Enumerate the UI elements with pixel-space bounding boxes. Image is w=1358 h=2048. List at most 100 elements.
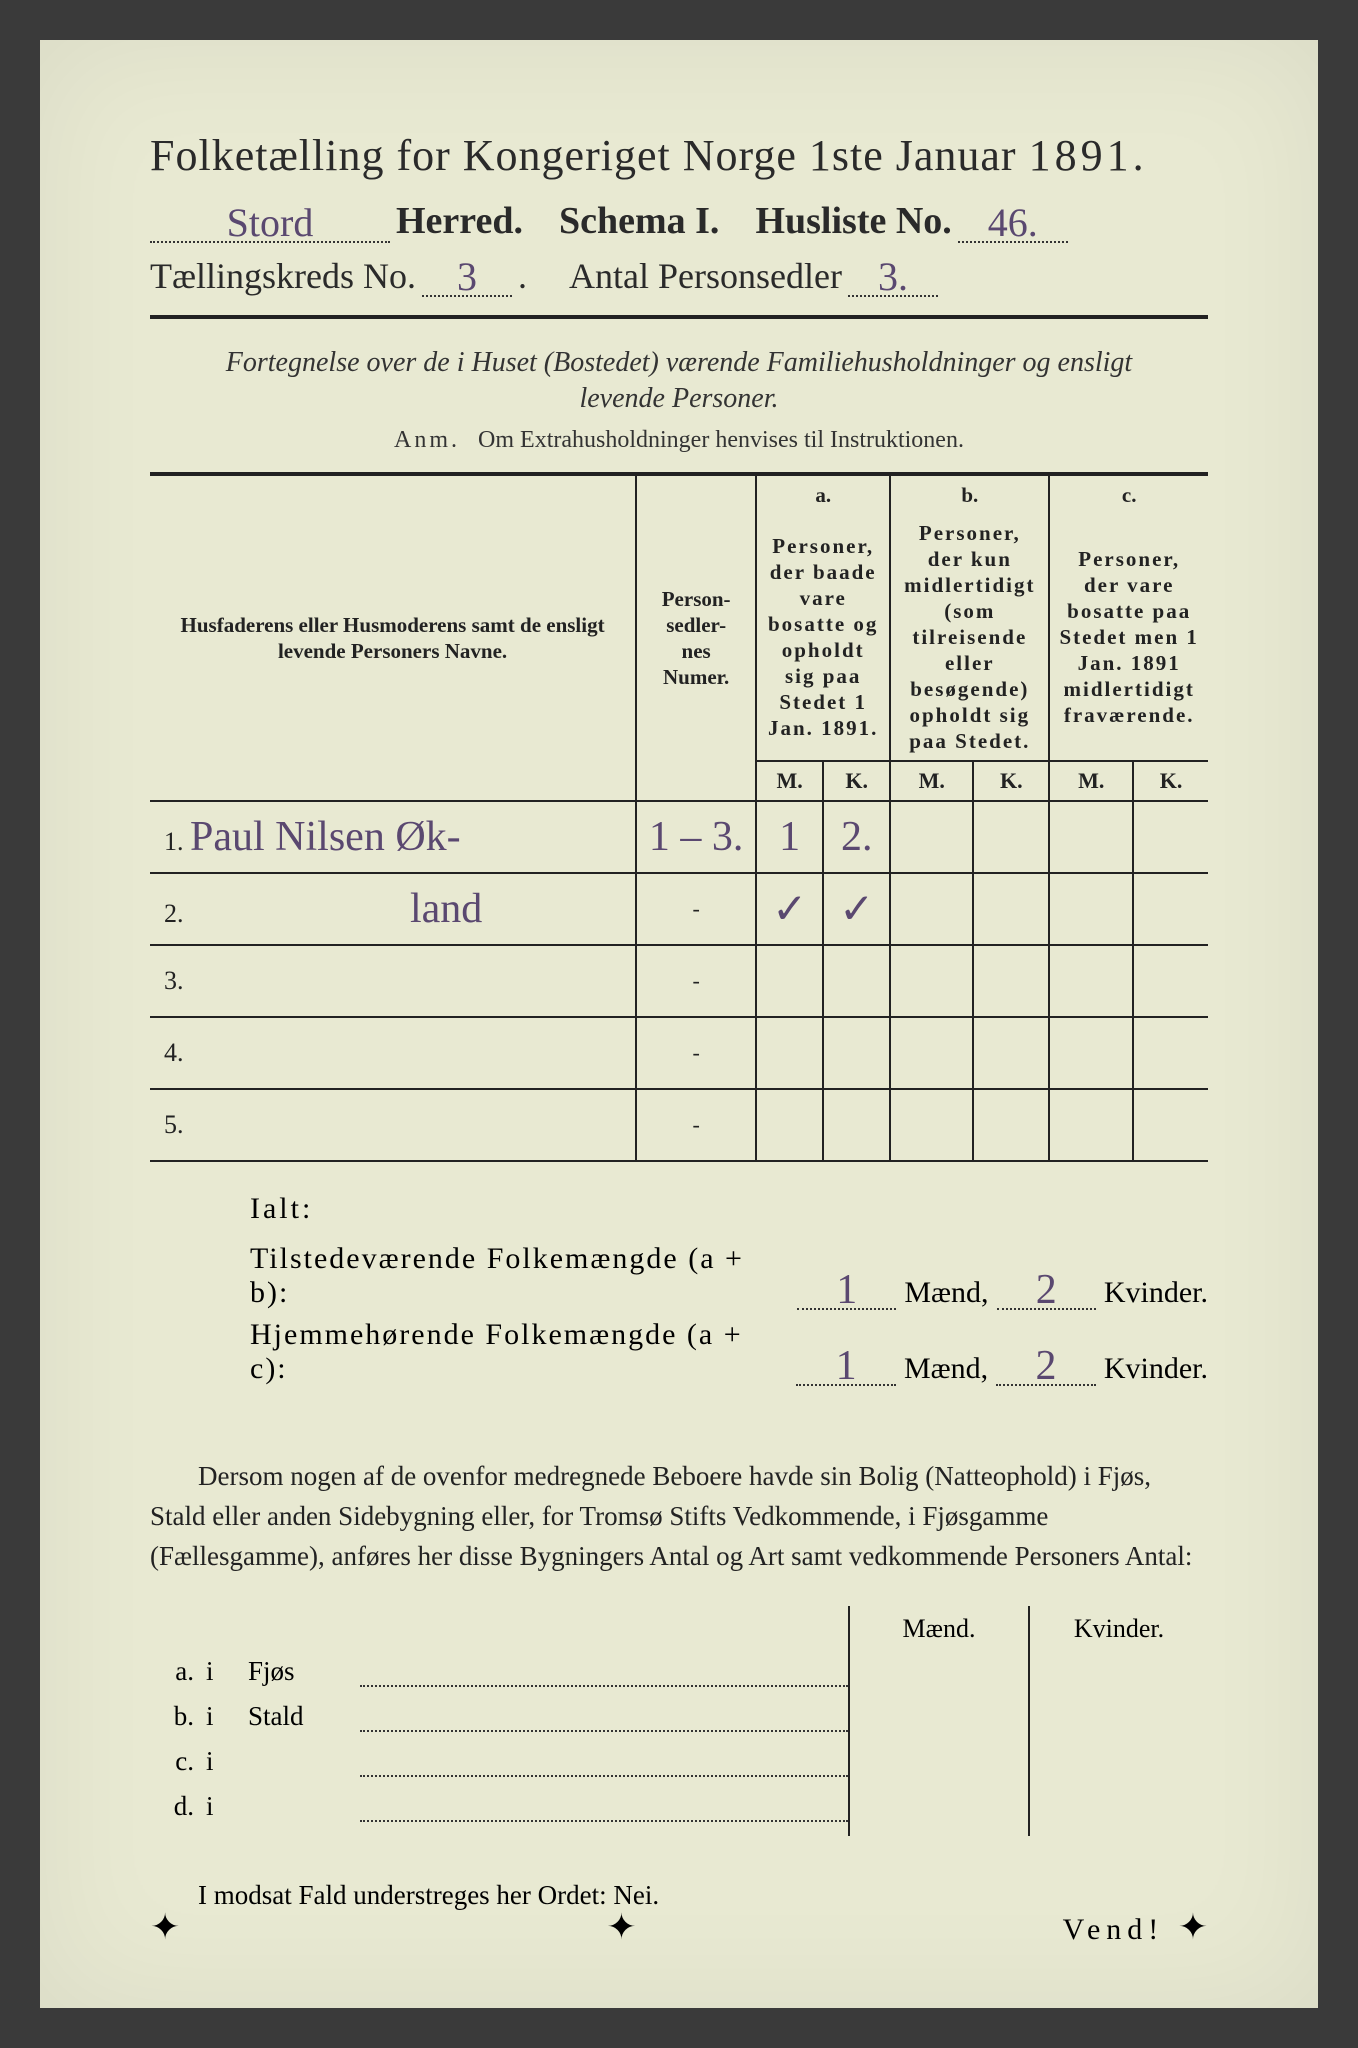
- lodging-row: b. i Stald: [150, 1701, 848, 1732]
- page-title: Folketælling for Kongeriget Norge 1ste J…: [150, 130, 1208, 181]
- intro-line-1: Fortegnelse over de i Huset (Bostedet) v…: [226, 347, 1132, 378]
- lodging-col-m: Mænd.: [848, 1606, 1028, 1836]
- row-bk: [973, 945, 1049, 1017]
- row-ak: [823, 1017, 890, 1089]
- tilstede-label: Tilstedeværende Folkemængde (a + b):: [250, 1242, 789, 1310]
- col-header-names: Husfaderens eller Husmoderens samt de en…: [150, 476, 636, 801]
- row-num: 1.: [164, 827, 184, 856]
- title-text: Folketælling for Kongeriget Norge 1ste J…: [150, 131, 1017, 180]
- lodging-i: i: [206, 1656, 236, 1687]
- dot-fill: [360, 1757, 848, 1777]
- lodging-section: a. i Fjøs b. i Stald c. i d. i: [150, 1606, 1208, 1836]
- table-row: 2. land - ✓ ✓: [150, 873, 1208, 945]
- table-row: 4. -: [150, 1017, 1208, 1089]
- antal-label: Antal Personsedler: [569, 255, 842, 297]
- tilstede-k: 2: [997, 1276, 1096, 1310]
- abc-b: b.: [961, 483, 978, 507]
- mk-b-m: M.: [890, 761, 973, 801]
- table-row: 5. -: [150, 1089, 1208, 1161]
- household-table: Husfaderens eller Husmoderens samt de en…: [150, 476, 1208, 1162]
- col-header-ps: Person- sedler- nes Numer.: [636, 476, 756, 801]
- dot-fill: [360, 1667, 848, 1687]
- lodging-col-k: Kvinder.: [1028, 1606, 1208, 1836]
- lodging-tag: b.: [150, 1701, 194, 1732]
- title-year: 1891.: [1029, 131, 1148, 180]
- row-name: Paul Nilsen Øk-: [190, 814, 461, 860]
- row-num: 5.: [164, 1110, 184, 1139]
- arrow-left-icon: ✦: [150, 1906, 180, 1948]
- row-bk: [973, 873, 1049, 945]
- row-cm: [1049, 1017, 1133, 1089]
- mk-c-k: K.: [1133, 761, 1208, 801]
- lodging-i: i: [206, 1791, 236, 1822]
- schema-label: Schema I.: [559, 199, 719, 243]
- lodging-cols: Mænd. Kvinder.: [848, 1606, 1208, 1836]
- row-bm: [890, 945, 973, 1017]
- lodging-i: i: [206, 1746, 236, 1777]
- census-form-page: Folketælling for Kongeriget Norge 1ste J…: [40, 40, 1318, 2008]
- row-am: [756, 1017, 823, 1089]
- col-header-c: Personer, der vare bosatte paa Stedet me…: [1049, 514, 1208, 761]
- table-row: 3. -: [150, 945, 1208, 1017]
- row-cm: [1049, 873, 1133, 945]
- row-bm: [890, 1017, 973, 1089]
- lodging-paragraph: Dersom nogen af de ovenfor medregnede Be…: [150, 1456, 1208, 1576]
- annotation-line: Anm. Om Extrahusholdninger henvises til …: [150, 427, 1208, 454]
- dot-fill: [360, 1712, 848, 1732]
- herred-label: Herred.: [396, 199, 523, 243]
- abc-a: a.: [815, 483, 831, 507]
- row-ak: [823, 1089, 890, 1161]
- lodging-i: i: [206, 1701, 236, 1732]
- kvinder-label: Kvinder.: [1104, 1276, 1208, 1310]
- row-ak: ✓: [839, 887, 874, 933]
- mk-b-k: K.: [973, 761, 1049, 801]
- lodging-tag: d.: [150, 1791, 194, 1822]
- hjemme-label: Hjemmehørende Folkemængde (a + c):: [250, 1318, 788, 1386]
- row-bk: [973, 1017, 1049, 1089]
- dot-fill: [360, 1802, 848, 1822]
- arrow-center-icon: ✦: [606, 1906, 636, 1948]
- row-ak: [823, 945, 890, 1017]
- antal-value: 3.: [848, 263, 938, 297]
- row-num: 3.: [164, 966, 184, 995]
- maend-label: Mænd,: [904, 1352, 988, 1386]
- header-line-3: Tællingskreds No. 3 . Antal Personsedler…: [150, 255, 1208, 297]
- row-bm: [890, 873, 973, 945]
- abc-c: c.: [1122, 483, 1137, 507]
- row-cm: [1049, 1089, 1133, 1161]
- maend-label: Mænd,: [904, 1276, 988, 1310]
- lodging-rows: a. i Fjøs b. i Stald c. i d. i: [150, 1606, 848, 1836]
- row-am: ✓: [772, 887, 807, 933]
- vend-label: Vend!: [1063, 1913, 1165, 1946]
- col-header-b: Personer, der kun midlertidigt (som tilr…: [890, 514, 1049, 761]
- mk-c-m: M.: [1049, 761, 1133, 801]
- row-num: 4.: [164, 1038, 184, 1067]
- taellingskreds-value: 3: [422, 263, 512, 297]
- anm-text: Om Extrahusholdninger henvises til Instr…: [478, 427, 964, 453]
- row-name: land: [190, 886, 482, 932]
- row-bm: [890, 801, 973, 873]
- row-am: [756, 945, 823, 1017]
- hjemme-line: Hjemmehørende Folkemængde (a + c): 1 Mæn…: [250, 1318, 1208, 1386]
- row-num: 2.: [164, 899, 184, 928]
- row-ps: -: [636, 945, 756, 1017]
- mk-a-k: K.: [823, 761, 890, 801]
- lodging-row: c. i: [150, 1746, 848, 1777]
- row-ps: -: [636, 1089, 756, 1161]
- herred-value: Stord: [150, 209, 390, 243]
- row-ck: [1133, 873, 1208, 945]
- lodging-tag: a.: [150, 1656, 194, 1687]
- row-ck: [1133, 801, 1208, 873]
- ialt-title: Ialt:: [250, 1192, 1208, 1226]
- lodging-loc: Fjøs: [248, 1656, 348, 1687]
- lodging-tag: c.: [150, 1746, 194, 1777]
- tilstede-m: 1: [797, 1276, 896, 1310]
- husliste-value: 46.: [958, 209, 1068, 243]
- header-line-2: Stord Herred. Schema I. Husliste No. 46.: [150, 199, 1208, 243]
- row-am: [756, 1089, 823, 1161]
- lodging-row: a. i Fjøs: [150, 1656, 848, 1687]
- row-ps: -: [636, 1017, 756, 1089]
- arrow-right-icon: ✦: [1178, 1907, 1208, 1947]
- lodging-loc: Stald: [248, 1701, 348, 1732]
- totals-block: Ialt: Tilstedeværende Folkemængde (a + b…: [150, 1192, 1208, 1386]
